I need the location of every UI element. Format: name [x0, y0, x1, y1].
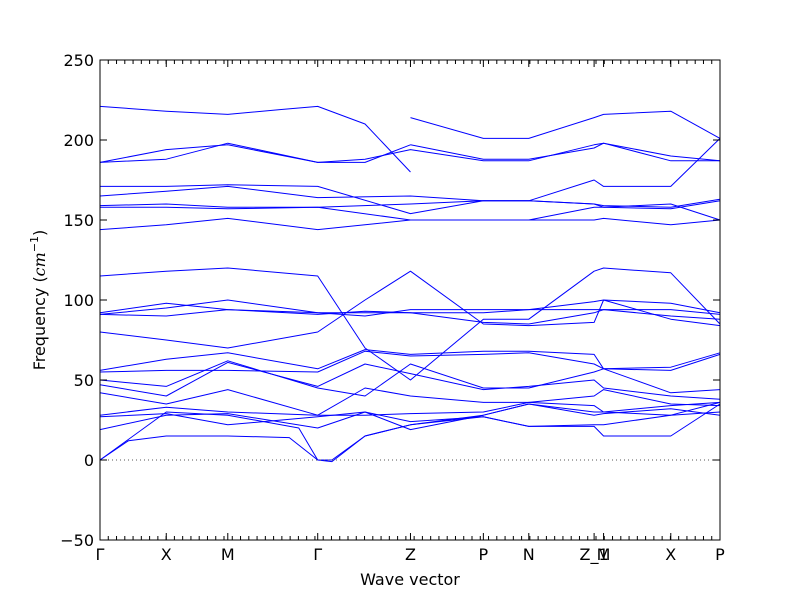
x-tick-label: Γ [96, 545, 105, 564]
x-tick-label: P [715, 545, 725, 564]
x-tick-label: Z_1 [580, 545, 609, 565]
x-axis-title: Wave vector [360, 570, 460, 589]
y-tick-label: 150 [63, 211, 94, 230]
x-tick-label: N [523, 545, 535, 564]
y-axis-title: Frequency (cm−1) [28, 230, 49, 371]
x-tick-label: X [161, 545, 172, 564]
phonon-band-20 [99, 387, 721, 416]
x-tick-label: X [665, 545, 676, 564]
phonon-band-12 [99, 299, 721, 314]
y-tick-label: 100 [63, 291, 94, 310]
y-axis-title-unit: cm [30, 252, 49, 276]
phonon-band-13 [99, 299, 721, 317]
phonon-band-16 [99, 349, 721, 371]
series-layer [99, 105, 721, 463]
x-tick-label: P [479, 545, 489, 564]
phonon-band-25 [99, 401, 721, 463]
y-tick-label: 250 [63, 51, 94, 70]
phonon-band-17 [99, 350, 721, 373]
phonon-band-23 [99, 411, 721, 431]
y-axis-title-main: Frequency ( [30, 276, 49, 370]
x-tick-label: M [597, 545, 611, 564]
phonon-band-22 [99, 403, 721, 431]
phonon-band-11 [99, 267, 721, 381]
phonon-band-2 [410, 110, 721, 139]
phonon-band-21 [99, 401, 721, 416]
plot-frame [99, 59, 721, 541]
x-tick-label: Z [405, 545, 416, 564]
x-tick-label: Γ [313, 545, 322, 564]
phonon-band-3 [99, 142, 411, 163]
phonon-band-1 [99, 105, 411, 173]
y-axis-title-exp: −1 [28, 236, 41, 252]
phonon-band-4 [410, 142, 721, 162]
phonon-band-10 [99, 217, 721, 231]
phonon-band-14 [99, 309, 721, 325]
phonon-band-18 [99, 360, 721, 397]
y-tick-label: −50 [60, 531, 94, 550]
phonon-band-9 [100, 203, 721, 221]
y-tick-label: 200 [63, 131, 94, 150]
y-tick-label: 0 [84, 451, 94, 470]
y-axis-title-close: ) [30, 230, 49, 236]
phonon-band-8 [99, 200, 721, 210]
phonon-band-5 [99, 142, 720, 163]
phonon-band-15 [99, 270, 721, 349]
phonon-band-19 [99, 361, 721, 400]
x-tick-label: M [221, 545, 235, 564]
y-tick-label: 50 [74, 371, 94, 390]
